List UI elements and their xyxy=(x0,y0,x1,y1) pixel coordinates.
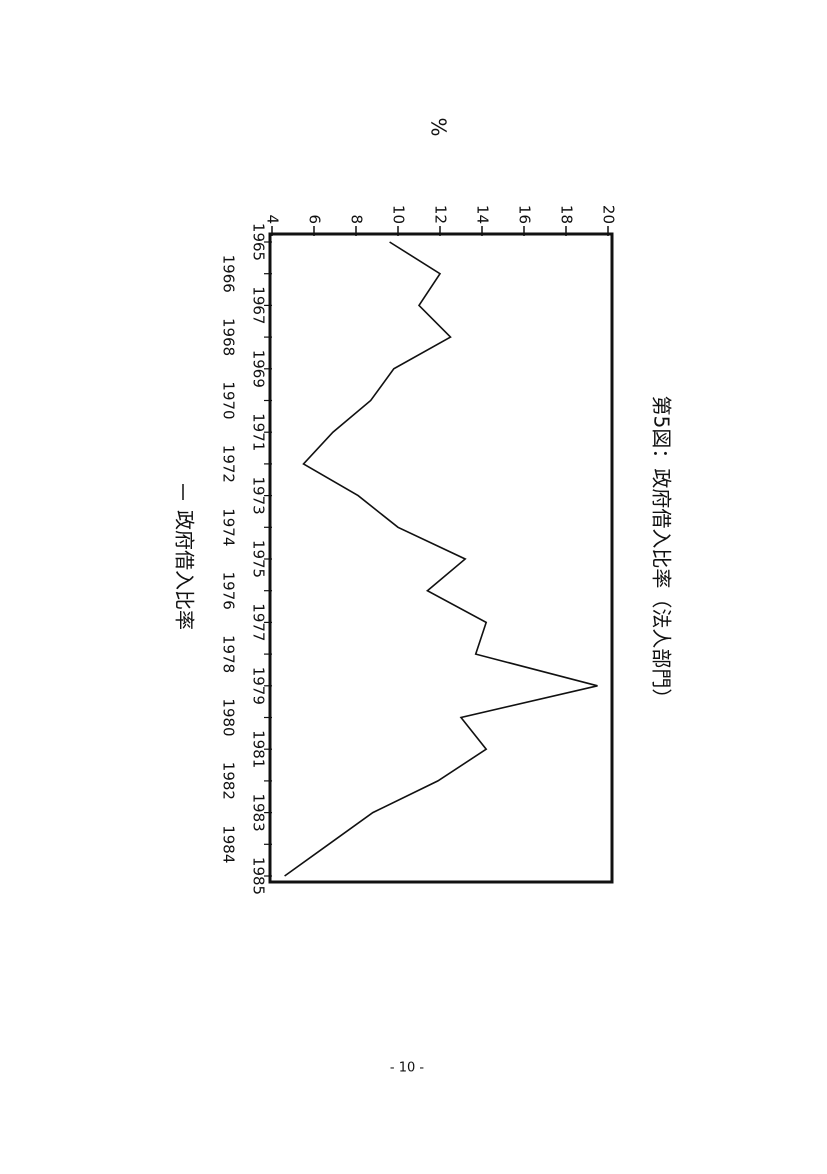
plot-frame xyxy=(268,232,614,884)
x-tick-label: 1980 xyxy=(220,698,238,736)
x-tick-label: 1968 xyxy=(220,318,238,356)
data-line xyxy=(284,241,598,877)
x-tick-label: 1965 xyxy=(250,223,268,261)
x-tick-label: 1966 xyxy=(220,255,238,293)
y-tick-label: 12 xyxy=(432,205,450,224)
x-tick-label: 1971 xyxy=(250,413,268,451)
y-tick-label: 18 xyxy=(558,205,576,224)
x-tick-label: 1974 xyxy=(220,508,238,546)
page-number: - 10 - xyxy=(390,1061,424,1076)
x-tick-label: 1983 xyxy=(250,794,268,832)
y-tick-label: 8 xyxy=(348,214,366,224)
y-tick-label: 20 xyxy=(600,205,618,224)
x-tick-label: 1977 xyxy=(250,603,268,641)
x-tick-label: 1969 xyxy=(250,350,268,388)
x-tick-label: 1982 xyxy=(220,762,238,800)
x-tick-label: 1976 xyxy=(220,572,238,610)
y-tick-label: 14 xyxy=(474,205,492,224)
y-tick-label: 10 xyxy=(390,205,408,224)
y-axis-label: % xyxy=(427,117,451,136)
x-tick-label: 1967 xyxy=(250,286,268,324)
x-tick-label: 1984 xyxy=(220,825,238,863)
y-tick-label: 6 xyxy=(306,214,324,224)
x-tick-label: 1972 xyxy=(220,445,238,483)
legend-label: 政府借入比率 xyxy=(173,510,197,630)
x-tick-label: 1978 xyxy=(220,635,238,673)
y-tick-label: 16 xyxy=(516,205,534,224)
x-tick-label: 1973 xyxy=(250,477,268,515)
x-tick-label: 1975 xyxy=(250,540,268,578)
chart-title: 第5図：政府借入比率（法人部門） xyxy=(650,396,674,709)
y-tick-label: 4 xyxy=(264,214,282,224)
x-tick-label: 1979 xyxy=(250,667,268,705)
x-tick-label: 1985 xyxy=(250,857,268,895)
x-tick-label: 1970 xyxy=(220,381,238,419)
x-tick-label: 1981 xyxy=(250,730,268,768)
